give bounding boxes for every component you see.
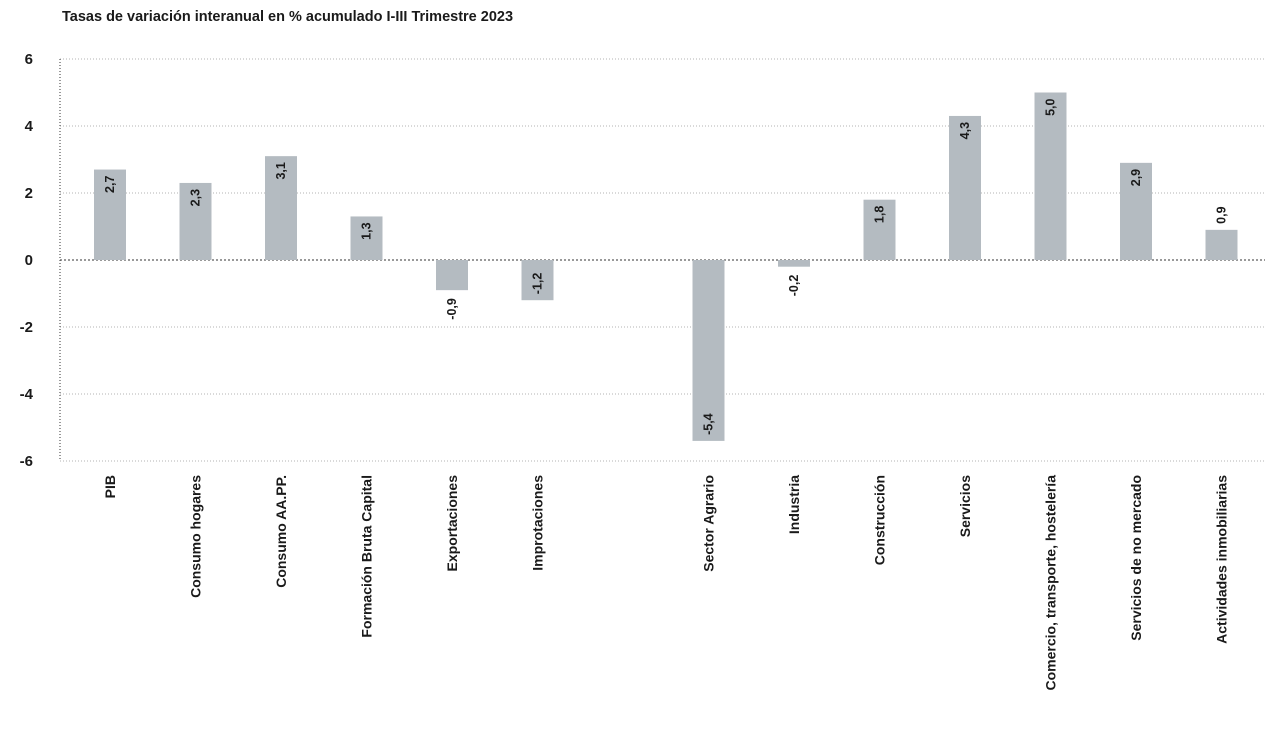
y-tick-label: -4 [20, 386, 34, 403]
x-tick-label: Industria [786, 475, 802, 534]
data-label: 2,3 [189, 189, 203, 206]
x-tick-label: PIB [102, 475, 118, 498]
bar [179, 182, 212, 260]
y-tick-label: -2 [20, 319, 33, 336]
data-label: 1,8 [873, 206, 887, 223]
x-tick-label: Construcción [872, 475, 888, 565]
y-tick-label: 2 [25, 185, 33, 202]
bar [692, 260, 725, 441]
data-label: -0,2 [787, 275, 801, 297]
bar [521, 260, 554, 301]
data-labels: 2,7 2,3 3,1 1,3 -0,9 -1,2 -5,4 -0,2 1,8 4,3 5,0 2,9… [103, 98, 1229, 434]
x-tick-label: Servicios [957, 475, 973, 537]
data-label: 2,7 [103, 176, 117, 193]
data-label: -1,2 [531, 273, 545, 295]
x-tick-label: Formación Bruta Capital [359, 475, 375, 638]
x-tick-label: Servicios de no mercado [1128, 475, 1144, 641]
data-label: 1,3 [360, 222, 374, 239]
data-label: 3,1 [274, 162, 288, 179]
data-label: 4,3 [958, 122, 972, 139]
bar [949, 115, 981, 260]
y-tick-label: -6 [20, 453, 33, 470]
data-label: -5,4 [702, 413, 716, 435]
x-tick-label: Sector Agrario [701, 475, 717, 572]
y-tick-labels: 6 4 2 0 -2 -4 -6 [20, 51, 34, 470]
bar [350, 216, 383, 260]
data-label: 2,9 [1129, 169, 1143, 186]
bar [436, 260, 468, 291]
x-tick-labels: PIB Consumo hogares Consumo AA.PP. Formació… [102, 475, 1230, 691]
x-tick-label: Improtaciones [530, 475, 546, 571]
y-tick-label: 4 [25, 118, 34, 135]
axes [59, 59, 1265, 461]
y-tick-label: 0 [25, 252, 33, 269]
x-tick-label: Consumo AA.PP. [273, 475, 289, 588]
chart-title: Tasas de variación interanual en % acumu… [62, 9, 514, 25]
data-label: 5,0 [1044, 98, 1058, 115]
data-label: -0,9 [445, 298, 459, 320]
bar [1120, 162, 1152, 260]
bar [1034, 92, 1067, 260]
x-tick-label: Actividades inmobiliarias [1214, 475, 1230, 644]
bar [778, 260, 810, 267]
x-tick-label: Comercio, transporte, hostelería [1043, 475, 1059, 691]
x-tick-label: Consumo hogares [188, 475, 204, 598]
x-tick-label: Exportaciones [444, 475, 460, 572]
bar [1205, 229, 1238, 260]
data-label: 0,9 [1215, 206, 1229, 223]
bar [94, 169, 126, 260]
bars [94, 92, 1238, 441]
y-tick-label: 6 [25, 51, 33, 68]
bar [863, 199, 896, 260]
bar [265, 156, 297, 260]
